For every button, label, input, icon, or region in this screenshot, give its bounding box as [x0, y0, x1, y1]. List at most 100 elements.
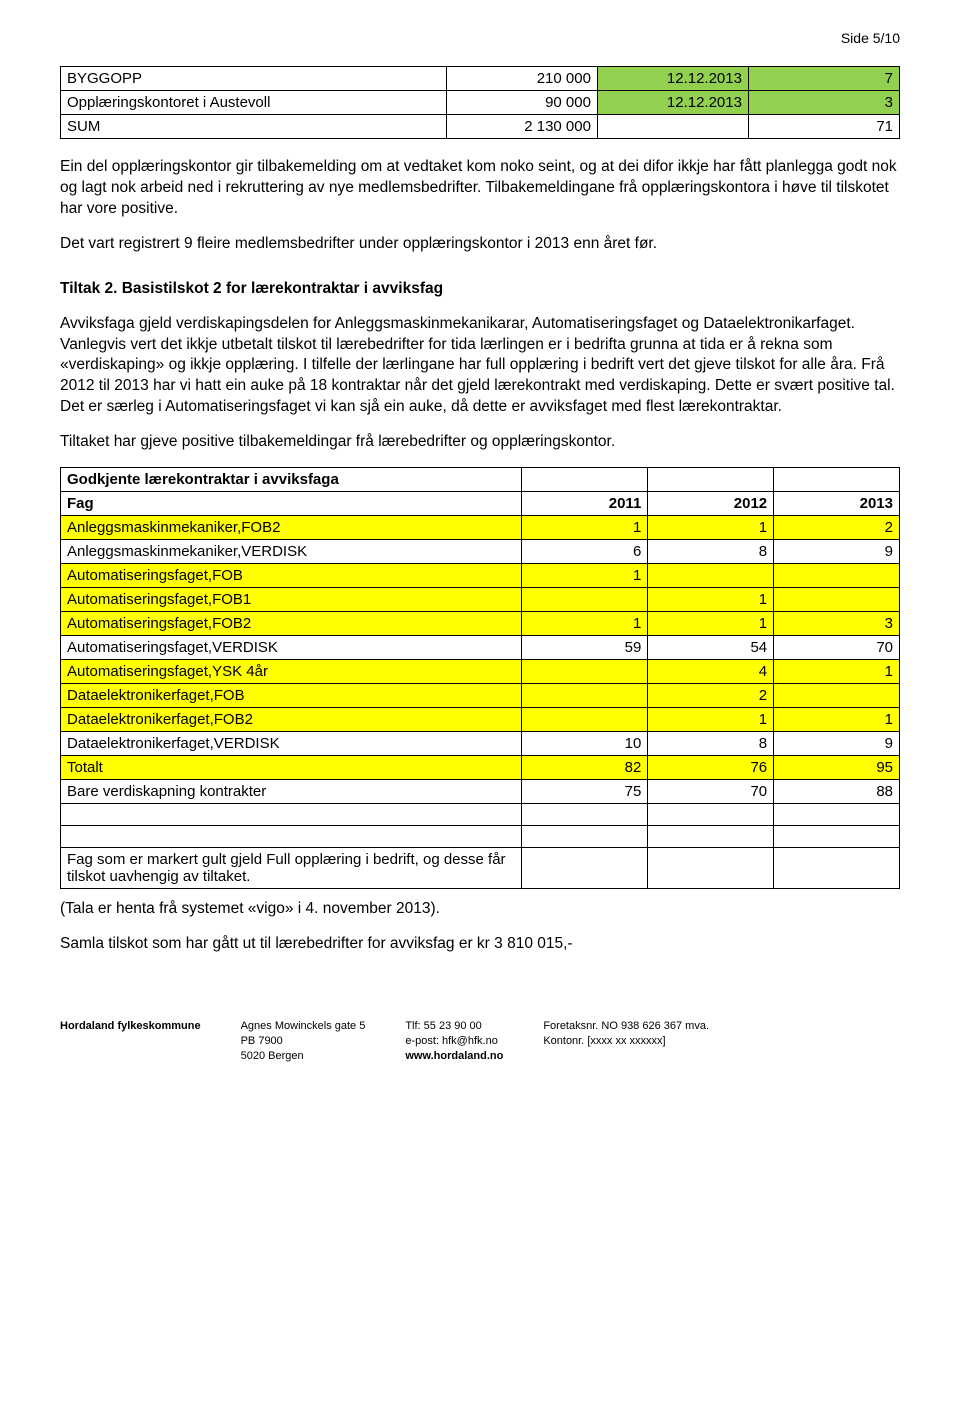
- cell: 59: [522, 636, 648, 660]
- cell: 10: [522, 732, 648, 756]
- cell: 70: [648, 780, 774, 804]
- table-row: Automatiseringsfaget,VERDISK595470: [61, 636, 900, 660]
- column-header: 2011: [522, 492, 648, 516]
- cell: [522, 804, 648, 826]
- cell: 9: [774, 540, 900, 564]
- column-header: 2012: [648, 492, 774, 516]
- table-row: Fag som er markert gult gjeld Full opplæ…: [61, 848, 900, 889]
- paragraph-6: Samla tilskot som har gått ut til lærebe…: [60, 934, 900, 955]
- cell: [61, 826, 522, 848]
- cell: [61, 804, 522, 826]
- table-row: Dataelektronikerfaget,FOB 2: [61, 684, 900, 708]
- cell: 9: [774, 732, 900, 756]
- footer-org: Hordaland fylkeskommune: [60, 1019, 201, 1034]
- table-row: Automatiseringsfaget,FOB11: [61, 588, 900, 612]
- cell: [774, 804, 900, 826]
- footer-addr1: Agnes Mowinckels gate 5: [241, 1019, 366, 1034]
- cell: [774, 468, 900, 492]
- cell: Automatiseringsfaget,VERDISK: [61, 636, 522, 660]
- cell: [648, 826, 774, 848]
- cell: 1: [774, 708, 900, 732]
- table-row: Automatiseringsfaget,FOB1: [61, 564, 900, 588]
- cell: [522, 708, 648, 732]
- footer-web: www.hordaland.no: [405, 1049, 503, 1064]
- cell: 82: [522, 756, 648, 780]
- cell: 7: [748, 67, 899, 91]
- table-row: Anleggsmaskinmekaniker,VERDISK689: [61, 540, 900, 564]
- table-row: Automatiseringsfaget,FOB2113: [61, 612, 900, 636]
- cell: [522, 848, 648, 889]
- cell: BYGGOPP: [61, 67, 447, 91]
- table-row: Dataelektronikerfaget,VERDISK1089: [61, 732, 900, 756]
- cell: 2 130 000: [446, 115, 597, 139]
- cell: 54: [648, 636, 774, 660]
- table-row: Bare verdiskapning kontrakter757088: [61, 780, 900, 804]
- cell: 76: [648, 756, 774, 780]
- cell: 95: [774, 756, 900, 780]
- cell: 1: [648, 708, 774, 732]
- cell: 2: [648, 684, 774, 708]
- table-row: Totalt827695: [61, 756, 900, 780]
- cell: 1: [774, 660, 900, 684]
- cell: Automatiseringsfaget,FOB1: [61, 588, 522, 612]
- table-note: Fag som er markert gult gjeld Full opplæ…: [61, 848, 522, 889]
- cell: [522, 684, 648, 708]
- cell: 3: [774, 612, 900, 636]
- cell: 210 000: [446, 67, 597, 91]
- cell: Automatiseringsfaget,FOB: [61, 564, 522, 588]
- cell: [774, 848, 900, 889]
- paragraph-4: Tiltaket har gjeve positive tilbakemeldi…: [60, 432, 900, 453]
- table-row: Anleggsmaskinmekaniker,FOB2112: [61, 516, 900, 540]
- cell: 8: [648, 732, 774, 756]
- table-title: Godkjente lærekontraktar i avviksfaga: [61, 468, 522, 492]
- table-summary: BYGGOPP210 00012.12.20137Opplæringskonto…: [60, 66, 900, 139]
- cell: [522, 588, 648, 612]
- cell: Dataelektronikerfaget,FOB2: [61, 708, 522, 732]
- cell: 12.12.2013: [597, 67, 748, 91]
- cell: 1: [522, 516, 648, 540]
- cell: 4: [648, 660, 774, 684]
- heading-tiltak2: Tiltak 2. Basistilskot 2 for lærekontrak…: [60, 279, 900, 300]
- cell: Dataelektronikerfaget,VERDISK: [61, 732, 522, 756]
- cell: 75: [522, 780, 648, 804]
- cell: 3: [748, 91, 899, 115]
- cell: [774, 826, 900, 848]
- table-row: Opplæringskontoret i Austevoll90 00012.1…: [61, 91, 900, 115]
- cell: [522, 468, 648, 492]
- column-header: Fag: [61, 492, 522, 516]
- cell: 88: [774, 780, 900, 804]
- table-row: [61, 804, 900, 826]
- footer-tel: Tlf: 55 23 90 00: [405, 1019, 503, 1034]
- cell: 12.12.2013: [597, 91, 748, 115]
- cell: 70: [774, 636, 900, 660]
- cell: [597, 115, 748, 139]
- cell: Automatiseringsfaget,FOB2: [61, 612, 522, 636]
- footer: Hordaland fylkeskommune Agnes Mowinckels…: [0, 1009, 960, 1084]
- cell: [522, 826, 648, 848]
- cell: 1: [522, 564, 648, 588]
- cell: Automatiseringsfaget,YSK 4år: [61, 660, 522, 684]
- footer-konto: Kontonr. [xxxx xx xxxxxx]: [543, 1034, 709, 1049]
- cell: [774, 684, 900, 708]
- cell: [648, 468, 774, 492]
- column-header: 2013: [774, 492, 900, 516]
- cell: [648, 848, 774, 889]
- cell: SUM: [61, 115, 447, 139]
- table-row: Dataelektronikerfaget,FOB2 11: [61, 708, 900, 732]
- footer-addr3: 5020 Bergen: [241, 1049, 366, 1064]
- cell: 71: [748, 115, 899, 139]
- footer-addr2: PB 7900: [241, 1034, 366, 1049]
- table-row: SUM2 130 000 71: [61, 115, 900, 139]
- page-number: Side 5/10: [60, 30, 900, 46]
- paragraph-1: Ein del opplæringskontor gir tilbakemeld…: [60, 157, 900, 220]
- cell: Dataelektronikerfaget,FOB: [61, 684, 522, 708]
- cell: [648, 564, 774, 588]
- paragraph-3: Avviksfaga gjeld verdiskapingsdelen for …: [60, 314, 900, 419]
- cell: 1: [648, 516, 774, 540]
- cell: 90 000: [446, 91, 597, 115]
- cell: Anleggsmaskinmekaniker,FOB2: [61, 516, 522, 540]
- cell: Totalt: [61, 756, 522, 780]
- table-row: BYGGOPP210 00012.12.20137: [61, 67, 900, 91]
- cell: Anleggsmaskinmekaniker,VERDISK: [61, 540, 522, 564]
- cell: 6: [522, 540, 648, 564]
